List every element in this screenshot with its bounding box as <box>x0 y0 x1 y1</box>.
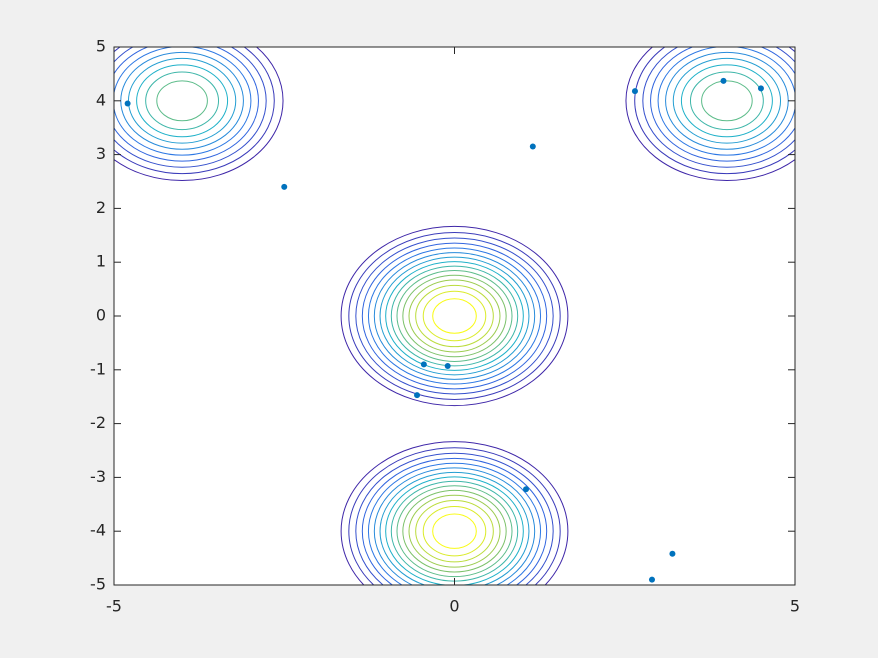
scatter-point <box>669 550 676 557</box>
x-tick-label: 5 <box>790 597 800 616</box>
contour-line <box>145 71 220 131</box>
y-tick-label: 3 <box>96 144 106 163</box>
contour-line <box>114 47 259 162</box>
scatter-point <box>720 77 727 84</box>
contour-line <box>114 47 284 182</box>
contour-line <box>634 47 795 175</box>
contour-line <box>355 452 554 585</box>
contour-line <box>408 494 501 568</box>
scatter-point <box>444 363 451 370</box>
contour-line <box>367 247 542 385</box>
scatter-point <box>631 88 638 95</box>
contour-line <box>114 47 252 156</box>
contour-line <box>422 506 487 557</box>
contour-line <box>340 441 569 585</box>
contour-line <box>348 447 561 585</box>
contour-line <box>625 47 795 182</box>
contour-line <box>432 513 477 549</box>
contour-line <box>385 476 524 585</box>
contour-line <box>701 80 753 122</box>
contour-line <box>156 80 208 122</box>
contour-line <box>680 64 773 138</box>
contour-line <box>402 274 507 358</box>
x-tick-label: -5 <box>106 597 122 616</box>
contour-line <box>396 485 513 578</box>
contour-line <box>396 270 513 362</box>
axes-background <box>114 47 795 585</box>
contour-line <box>367 462 542 585</box>
contour-line <box>361 457 548 585</box>
y-tick-label: 5 <box>96 37 106 56</box>
contour-line <box>348 232 561 400</box>
contour-line <box>432 298 477 334</box>
contour-line <box>114 47 267 168</box>
contour-line <box>390 265 519 367</box>
scatter-point <box>523 486 530 493</box>
y-tick-label: -4 <box>90 521 106 540</box>
scatter-point <box>648 576 655 583</box>
y-tick-label: -1 <box>90 359 106 378</box>
contour-line <box>379 471 530 585</box>
y-tick-label: 0 <box>96 306 106 325</box>
x-tick-label: 0 <box>449 597 459 616</box>
contour-line <box>379 256 530 376</box>
scatter-point <box>124 100 131 107</box>
y-tick-label: 4 <box>96 90 106 109</box>
contour-line <box>642 47 795 168</box>
scatter-point <box>757 85 764 92</box>
scatter-point <box>529 143 536 150</box>
contour-line <box>672 57 782 144</box>
contour-line <box>361 242 548 390</box>
y-tick-label: -2 <box>90 413 106 432</box>
scatter-point <box>414 392 421 399</box>
contour-line <box>657 47 795 156</box>
scatter-point <box>281 183 288 190</box>
contour-line <box>340 225 569 407</box>
contour-line <box>373 467 536 585</box>
contour-line <box>385 261 524 371</box>
scatter-point <box>420 361 427 368</box>
y-tick-label: -5 <box>90 575 106 594</box>
contour-line <box>650 47 795 162</box>
contour-line <box>355 237 554 395</box>
tick-group: -5 0 5 -5 -4 -3 -2 -1 0 1 2 3 4 5 <box>90 37 800 616</box>
contour-line <box>689 71 764 131</box>
y-tick-label: 2 <box>96 198 106 217</box>
contour-line <box>408 279 501 353</box>
contour-line <box>114 47 275 175</box>
contour-line <box>415 284 494 348</box>
contour-line <box>422 290 487 342</box>
contour-line <box>373 252 536 380</box>
scatter-group <box>124 77 764 583</box>
contour-line <box>415 500 494 563</box>
y-tick-label: -3 <box>90 467 106 486</box>
contour-line <box>402 489 507 573</box>
y-tick-label: 1 <box>96 252 106 271</box>
contour-line <box>136 64 229 138</box>
